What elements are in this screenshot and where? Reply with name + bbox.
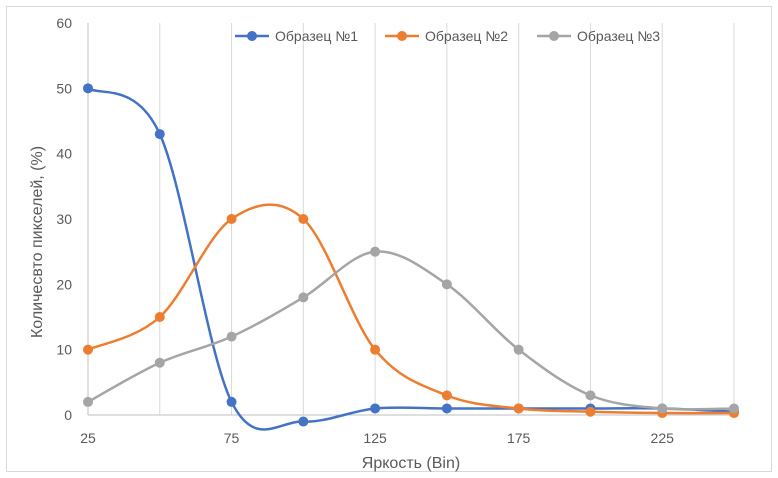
- data-point: [226, 331, 237, 342]
- x-tick-label: 225: [651, 430, 675, 446]
- data-point: [585, 406, 596, 417]
- data-point: [441, 279, 452, 290]
- chart-frame: [6, 6, 772, 472]
- x-tick-label: 125: [363, 430, 387, 446]
- data-point: [154, 312, 165, 322]
- x-tick-label: 25: [80, 430, 96, 446]
- legend-item: Образец №1: [235, 28, 358, 44]
- legend-swatch-marker: [549, 31, 559, 41]
- y-tick-label: 30: [56, 211, 72, 227]
- data-point: [83, 344, 93, 355]
- y-tick-label: 40: [56, 146, 72, 162]
- data-point: [370, 403, 381, 414]
- data-point: [298, 292, 309, 303]
- data-point: [226, 214, 237, 224]
- data-point: [154, 357, 165, 368]
- legend-swatch-marker: [397, 31, 407, 41]
- x-axis-title: Яркость (Bin): [362, 455, 460, 472]
- x-tick-label: 75: [224, 430, 240, 446]
- x-tick-label: 175: [507, 430, 531, 446]
- data-point: [298, 214, 309, 224]
- legend-swatch-marker: [247, 31, 257, 41]
- data-point: [370, 246, 381, 257]
- series-line: [86, 250, 736, 411]
- y-tick-label: 0: [64, 407, 72, 423]
- legend: Образец №1 Образец №2 Образец №3: [235, 28, 660, 44]
- y-axis-title: Количесвто пикселей, (%): [29, 146, 46, 338]
- data-point: [298, 416, 309, 427]
- legend-item: Образец №2: [385, 28, 508, 44]
- data-point: [585, 390, 596, 401]
- data-point: [657, 403, 668, 414]
- series-2: [83, 203, 739, 419]
- legend-label: Образец №3: [577, 28, 660, 44]
- data-point: [83, 396, 93, 407]
- series-layer: [83, 83, 739, 431]
- data-point: [729, 403, 739, 414]
- data-point: [441, 390, 452, 401]
- data-point: [441, 403, 452, 414]
- y-tick-label: 20: [56, 276, 72, 292]
- y-tick-label: 50: [56, 80, 72, 96]
- legend-item: Образец №3: [537, 28, 660, 44]
- series-3: [83, 246, 739, 414]
- data-point: [154, 129, 165, 140]
- x-tick-labels: 25 75 125 175 225: [80, 430, 674, 446]
- y-tick-label: 60: [56, 15, 72, 31]
- data-point: [513, 344, 524, 355]
- grid: [159, 23, 735, 415]
- data-point: [226, 396, 237, 407]
- y-tick-labels: 0 10 20 30 40 50 60: [56, 15, 72, 423]
- data-point: [513, 403, 524, 414]
- series-line: [86, 87, 736, 431]
- y-tick-label: 10: [56, 342, 72, 358]
- data-point: [370, 344, 381, 355]
- legend-label: Образец №2: [425, 28, 508, 44]
- data-point: [83, 83, 93, 94]
- series-1: [83, 83, 739, 431]
- legend-label: Образец №1: [275, 28, 358, 44]
- series-line: [86, 203, 736, 415]
